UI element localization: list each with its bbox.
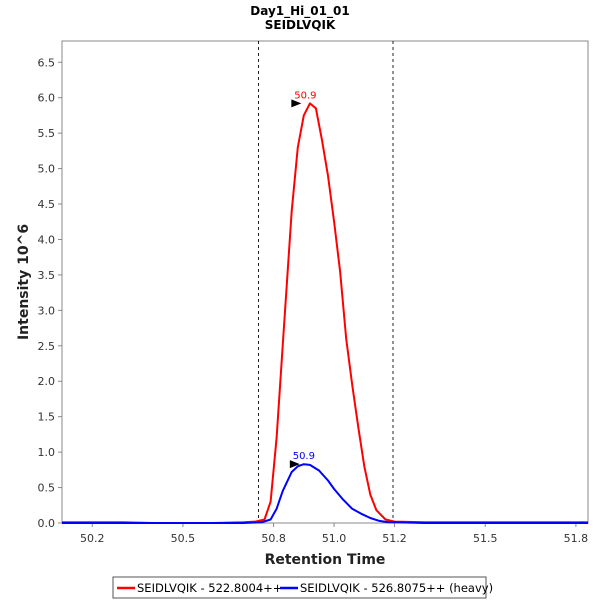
- series-line-1: [62, 463, 588, 524]
- peak-label: 50.9: [294, 90, 316, 101]
- legend-entry-heavy: SEIDLVQIK - 526.8075++ (heavy): [300, 581, 493, 595]
- peak-markers: 50.9 50.9: [289, 90, 316, 469]
- y-tick-label: 6.5: [38, 56, 56, 69]
- legend: SEIDLVQIK - 522.8004++ SEIDLVQIK - 526.8…: [112, 576, 493, 599]
- chart-subtitle: SEIDLVQIK: [265, 18, 336, 32]
- x-axis: 50.2 50.5 50.8 51.0 51.2 51.5 51.8: [80, 523, 588, 545]
- legend-box: [112, 576, 487, 599]
- peak-label: 50.9: [293, 451, 315, 462]
- x-tick-label: 50.8: [261, 532, 286, 545]
- x-tick-label: 51.8: [564, 532, 589, 545]
- y-tick-label: 0.5: [38, 482, 56, 495]
- x-axis-label: Retention Time: [265, 552, 386, 568]
- y-tick-label: 5.0: [38, 163, 56, 176]
- y-axis: 0.0 0.5 1.0 1.5 2.0 2.5 3.0 3.5 4.0 4.5 5.0 5.5 6.0 6…: [38, 56, 62, 530]
- y-tick-label: 3.0: [38, 304, 56, 317]
- x-tick-label: 51.2: [382, 532, 407, 545]
- y-tick-label: 3.5: [38, 269, 56, 282]
- y-tick-label: 4.0: [38, 233, 56, 246]
- y-tick-label: 6.0: [38, 92, 56, 105]
- y-tick-label: 2.0: [38, 375, 56, 388]
- y-tick-label: 0.0: [38, 517, 56, 530]
- peak-marker-icon: [291, 99, 302, 108]
- y-tick-label: 1.5: [38, 411, 56, 424]
- x-tick-label: 50.5: [171, 532, 196, 545]
- y-tick-label: 4.5: [38, 198, 56, 211]
- peak-marker-icon: [289, 460, 300, 469]
- x-tick-label: 51.0: [322, 532, 347, 545]
- series-layer: [62, 102, 588, 524]
- x-tick-label: 50.2: [80, 532, 105, 545]
- y-axis-label: Intensity 10^6: [16, 224, 32, 340]
- integration-bounds: [257, 41, 394, 523]
- plot-area: [61, 40, 589, 524]
- legend-entry-light: SEIDLVQIK - 522.8004++: [137, 581, 282, 595]
- y-tick-label: 2.5: [38, 340, 56, 353]
- x-tick-label: 51.5: [473, 532, 498, 545]
- y-tick-label: 1.0: [38, 446, 56, 459]
- y-tick-label: 5.5: [38, 127, 56, 140]
- chart-title: Day1_Hi_01_01: [250, 4, 349, 19]
